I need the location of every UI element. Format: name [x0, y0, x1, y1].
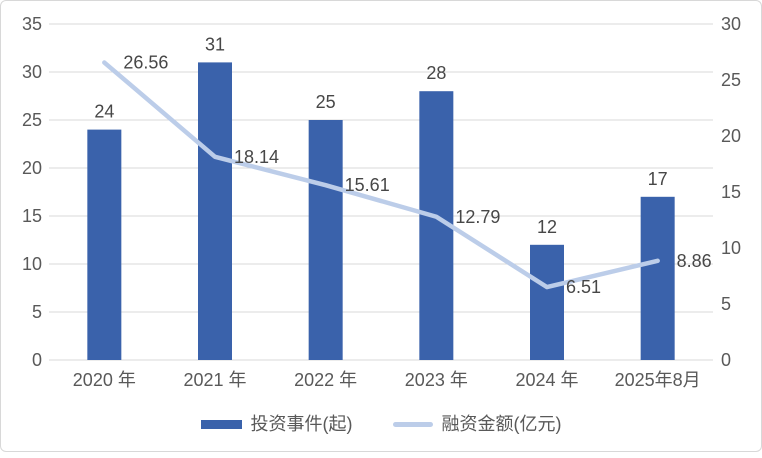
x-axis-category-label: 2020 年	[73, 370, 136, 390]
x-axis-category-label: 2024 年	[515, 370, 578, 390]
left-axis-tick-label: 15	[22, 206, 42, 226]
line-legend-swatch-icon	[392, 421, 433, 427]
bar	[87, 129, 122, 360]
left-axis-tick-label: 5	[32, 302, 42, 322]
right-axis-tick-label: 10	[721, 238, 741, 258]
legend-item-bar-series: 投资事件(起)	[200, 414, 353, 434]
bar-data-label: 24	[94, 102, 114, 122]
bar-data-label: 17	[648, 169, 668, 189]
line-series	[102, 60, 660, 290]
left-axis-tick-label: 30	[22, 62, 42, 82]
bar	[198, 62, 232, 361]
line-data-label: 18.14	[234, 147, 279, 167]
x-axis-category-label: 2025年8月	[615, 370, 701, 390]
line-data-label: 26.56	[123, 53, 168, 73]
right-axis-tick-label: 25	[721, 70, 741, 90]
left-axis-tick-label: 0	[32, 350, 42, 370]
x-axis-category-label: 2021 年	[183, 370, 246, 390]
line-data-label: 12.79	[455, 207, 500, 227]
line-data-label: 15.61	[345, 175, 390, 195]
legend-label-line-series: 融资金额(亿元)	[441, 414, 562, 434]
right-axis-tick-label: 5	[721, 294, 731, 314]
bar	[640, 196, 675, 360]
right-axis-tick-label: 30	[721, 14, 741, 34]
bar-data-label: 12	[537, 217, 557, 237]
left-axis-tick-label: 25	[22, 110, 42, 130]
line-data-label: 8.86	[677, 251, 712, 271]
x-axis-category-label: 2023 年	[405, 370, 468, 390]
bar-data-label: 25	[316, 92, 336, 112]
bar-data-label: 28	[426, 63, 446, 83]
bar-legend-swatch-icon	[200, 419, 242, 429]
legend-item-line-series: 融资金额(亿元)	[392, 414, 562, 434]
bar-data-label: 31	[205, 34, 225, 54]
right-axis-tick-label: 15	[721, 182, 741, 202]
x-axis-category-label: 2022 年	[294, 370, 357, 390]
left-axis-tick-label: 20	[22, 158, 42, 178]
line-data-label: 6.51	[566, 277, 601, 297]
left-axis-tick-label: 10	[22, 254, 42, 274]
left-axis-tick-label: 35	[22, 14, 42, 34]
bar	[308, 120, 343, 360]
chart-legend: 投资事件(起) 融资金额(亿元)	[1, 411, 761, 437]
legend-label-bar-series: 投资事件(起)	[250, 414, 353, 434]
right-axis-tick-label: 20	[721, 126, 741, 146]
right-axis-tick-label: 0	[721, 350, 731, 370]
bar	[530, 244, 564, 360]
